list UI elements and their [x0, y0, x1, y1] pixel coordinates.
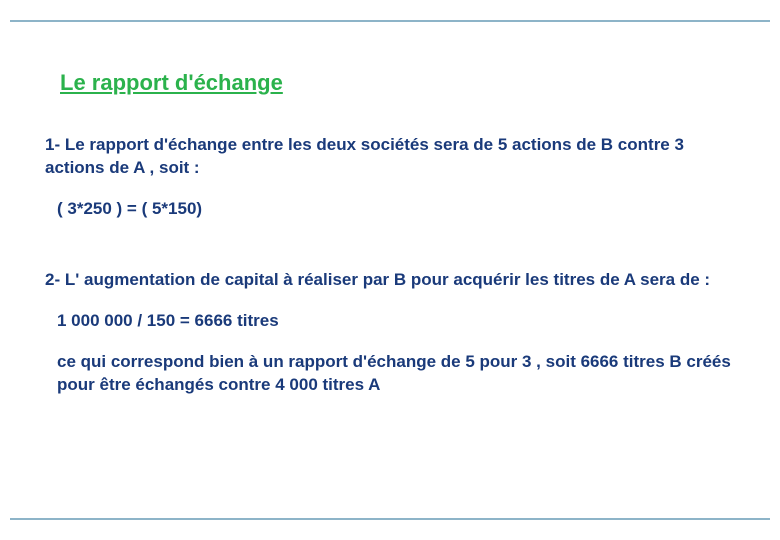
slide-title: Le rapport d'échange: [60, 70, 735, 96]
equation-2: 1 000 000 / 150 = 6666 titres: [57, 310, 735, 333]
paragraph-2: 2- L' augmentation de capital à réaliser…: [45, 269, 735, 292]
paragraph-1: 1- Le rapport d'échange entre les deux s…: [45, 134, 735, 180]
bottom-divider: [10, 518, 770, 520]
slide-content: Le rapport d'échange 1- Le rapport d'éch…: [45, 70, 735, 397]
paragraph-3: ce qui correspond bien à un rapport d'éc…: [57, 351, 735, 397]
equation-1: ( 3*250 ) = ( 5*150): [57, 198, 735, 221]
top-divider: [10, 20, 770, 22]
